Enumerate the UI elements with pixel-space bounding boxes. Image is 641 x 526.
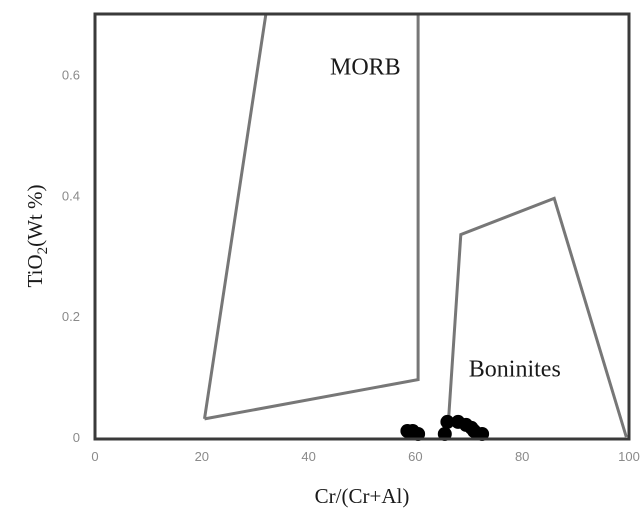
x-tick-label: 100 [618, 449, 640, 464]
x-tick-label: 40 [301, 449, 315, 464]
y-tick-label: 0.6 [62, 67, 80, 82]
x-axis-title: Cr/(Cr+Al) [315, 484, 410, 508]
points-layer [400, 414, 490, 441]
y-axis-title: TiO2(Wt %) [23, 185, 51, 288]
y-tick-label: 0 [73, 430, 80, 445]
fields-layer: MORB Boninites [203, 12, 628, 438]
plot-frame [93, 12, 631, 441]
y-axis-ticks: 0 0.2 0.4 0.6 [62, 67, 80, 445]
field-outline-boninites [445, 196, 628, 438]
y-axis-title-main: TiO [23, 254, 47, 287]
x-tick-label: 80 [515, 449, 529, 464]
y-tick-label: 0.4 [62, 188, 80, 203]
x-tick-label: 20 [195, 449, 209, 464]
y-axis-title-tail: (Wt %) [23, 185, 47, 247]
x-tick-label: 60 [408, 449, 422, 464]
x-tick-label: 0 [91, 449, 98, 464]
y-axis-title-subscript: 2 [35, 247, 51, 255]
y-tick-label: 0.2 [62, 309, 80, 324]
field-label-morb: MORB [330, 54, 401, 80]
data-point-5 [440, 414, 455, 429]
x-axis-ticks: 0 20 40 60 80 100 [91, 449, 639, 464]
field-label-boninites: Boninites [469, 357, 561, 383]
